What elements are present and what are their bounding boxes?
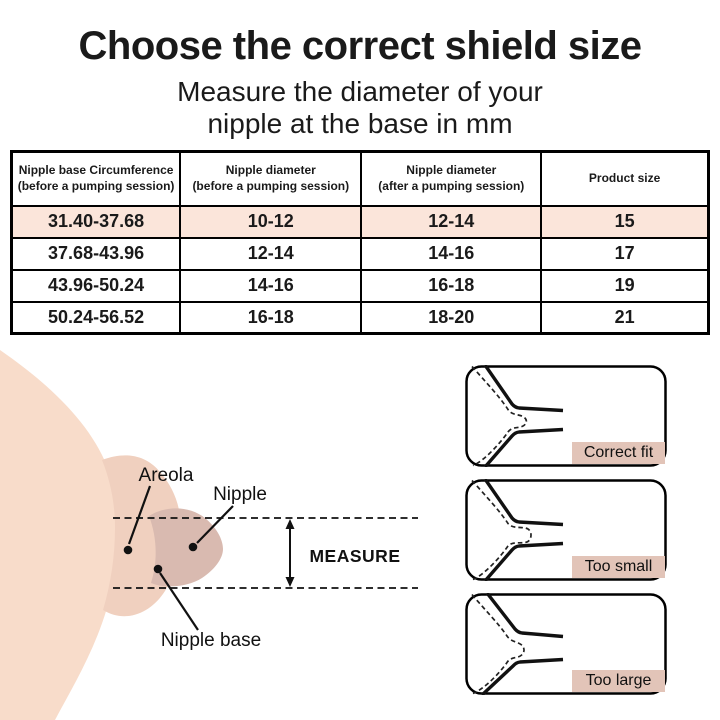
panel-border (465, 365, 667, 467)
panel-border (465, 593, 667, 695)
areola-label: Areola (139, 465, 194, 486)
dashed-measure-lines (113, 517, 418, 589)
fit-label-too-large: Too large (572, 670, 665, 692)
nipple-base-dot (153, 564, 163, 574)
cell-circumference: 31.40-37.68 (10, 204, 182, 239)
shield-correct-fit-diagram (465, 365, 667, 467)
shield-outline (480, 593, 564, 695)
breast-measure-diagram: Areola Nipple Nipple base MEASURE (0, 350, 418, 720)
page-title: Choose the correct shield size (78, 24, 642, 68)
panel-border (465, 479, 667, 581)
cell-diameter-after: 16-18 (360, 268, 543, 303)
shield-too-large-diagram (465, 593, 667, 695)
subtitle-line-1: Measure the diameter of your (177, 76, 543, 107)
shield-too-small-diagram (465, 479, 667, 581)
measure-label: MEASURE (309, 546, 400, 566)
callout-leader-lines (127, 485, 234, 631)
cell-diameter-after: 14-16 (360, 236, 543, 271)
cell-product-size: 19 (540, 268, 710, 303)
nipple-outline-dashed (471, 479, 532, 581)
header-product-size: Product size (540, 150, 710, 207)
cell-product-size: 17 (540, 236, 710, 271)
shield-outline (483, 365, 564, 467)
nipple-outline-dashed (471, 593, 525, 695)
cell-diameter-before: 14-16 (179, 268, 363, 303)
table-row: 31.40-37.68 10-12 12-14 15 (10, 204, 710, 239)
size-table: Nipple base Circumference (before a pump… (10, 150, 710, 335)
nipple-base-label: Nipple base (161, 630, 261, 651)
header-nipple-diameter-after: Nipple diameter (after a pumping session… (360, 150, 543, 207)
breast-body-shape (0, 350, 116, 720)
subtitle-line-2: nipple at the base in mm (207, 107, 513, 139)
cell-product-size: 21 (540, 300, 710, 335)
cell-diameter-after: 12-14 (360, 204, 543, 239)
nipple-dot (188, 542, 198, 552)
cell-circumference: 43.96-50.24 (10, 268, 182, 303)
cell-diameter-before: 10-12 (179, 204, 363, 239)
cell-diameter-before: 16-18 (179, 300, 363, 335)
table-row: 43.96-50.24 14-16 16-18 19 (10, 268, 710, 303)
cell-product-size: 15 (540, 204, 710, 239)
cell-diameter-after: 18-20 (360, 300, 543, 335)
fit-label-correct: Correct fit (572, 442, 665, 464)
shield-outline (483, 479, 564, 581)
header-nipple-base-circumference: Nipple base Circumference (before a pump… (10, 150, 182, 207)
callout-dots (123, 542, 198, 574)
fit-panel-too-small: Too small (465, 479, 667, 581)
table-row: 37.68-43.96 12-14 14-16 17 (10, 236, 710, 271)
areola-dot (123, 545, 133, 555)
fit-panel-too-large: Too large (465, 593, 667, 695)
fit-panel-correct: Correct fit (465, 365, 667, 467)
nipple-shape (149, 508, 223, 587)
cell-circumference: 37.68-43.96 (10, 236, 182, 271)
table-row: 50.24-56.52 16-18 18-20 21 (10, 300, 710, 335)
nipple-label: Nipple (213, 484, 267, 505)
cell-diameter-before: 12-14 (179, 236, 363, 271)
page-subtitle: Measure the diameter of your nipple at t… (0, 76, 720, 139)
cell-circumference: 50.24-56.52 (10, 300, 182, 335)
header-nipple-diameter-before: Nipple diameter (before a pumping sessio… (179, 150, 363, 207)
nipple-outline-dashed (471, 365, 528, 467)
measure-arrow-icon (285, 519, 295, 587)
fit-label-too-small: Too small (572, 556, 665, 578)
table-header-row: Nipple base Circumference (before a pump… (10, 150, 710, 207)
